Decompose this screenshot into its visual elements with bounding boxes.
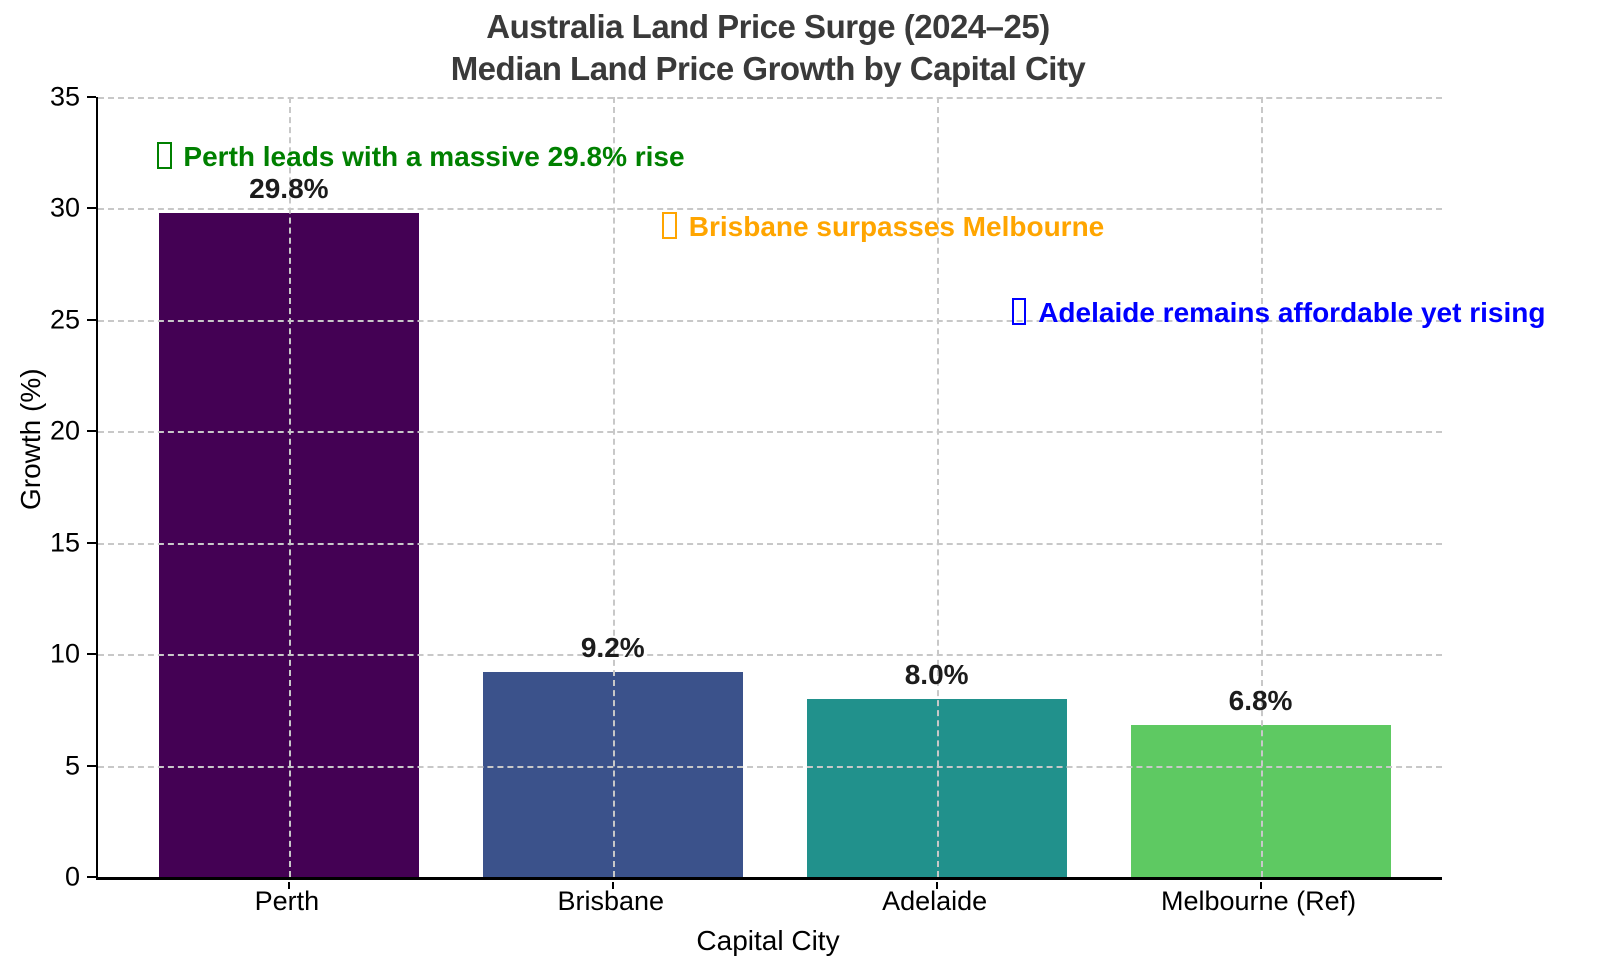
bar-value-label: 6.8% <box>1228 685 1293 717</box>
bar-adelaide <box>806 698 1067 877</box>
y-tick-label: 5 <box>64 750 80 781</box>
horizontal-gridline <box>98 97 1442 99</box>
x-tick-label-brisbane: Brisbane <box>557 886 665 916</box>
y-axis-tick <box>87 764 96 767</box>
y-axis-tick <box>87 653 96 656</box>
y-tick-label: 25 <box>49 304 80 335</box>
bar-value-label: 9.2% <box>580 631 645 663</box>
chart-title-line1: Australia Land Price Surge (2024–25) <box>486 8 1050 45</box>
bar-value-label: 29.8% <box>249 172 329 204</box>
chart-title-line2: Median Land Price Growth by Capital City <box>450 50 1086 88</box>
annotation-text: Brisbane surpasses Melbourne <box>688 211 1105 243</box>
y-axis-tick <box>87 207 96 210</box>
x-axis-tick <box>935 882 938 889</box>
annotation-adelaide: Adelaide remains affordable yet rising <box>1011 297 1546 329</box>
annotation-text: Perth leads with a massive 29.8% rise <box>183 141 685 173</box>
x-tick-label-adelaide: Adelaide <box>882 886 988 916</box>
bar-brisbane <box>482 671 743 877</box>
x-axis-tick <box>1259 882 1262 889</box>
x-tick-label-perth: Perth <box>254 886 320 916</box>
y-tick-label: 20 <box>49 415 80 446</box>
missing-glyph-box-icon <box>662 212 678 240</box>
missing-glyph-box-icon <box>157 142 172 169</box>
x-axis-label: Capital City <box>696 925 840 956</box>
y-axis-tick <box>87 876 96 878</box>
horizontal-gridline <box>98 208 1442 211</box>
y-axis-tick <box>87 96 96 98</box>
bar-melbourne-ref <box>1130 725 1391 877</box>
x-axis-tick-labels: Perth Brisbane Adelaide Melbourne (Ref) <box>96 886 1440 922</box>
y-tick-label: 30 <box>49 192 80 223</box>
y-axis-tick-labels: 0 5 10 15 20 25 30 35 <box>0 82 94 892</box>
x-axis-tick <box>287 882 290 889</box>
bar-perth <box>158 212 419 877</box>
y-tick-label: 0 <box>64 861 80 892</box>
x-tick-label-melbourne-ref: Melbourne (Ref) <box>1161 886 1357 916</box>
y-tick-label: 10 <box>49 638 80 669</box>
plot-area: 29.8% 9.2% 8.0% 6.8% Perth leads with a mass… <box>87 96 1545 889</box>
y-axis-tick <box>87 318 96 321</box>
y-axis-tick <box>87 541 96 544</box>
chart-title: Australia Land Price Surge (2024–25) Med… <box>96 6 1440 90</box>
y-axis-tick <box>87 430 96 433</box>
x-axis-tick <box>611 882 614 889</box>
missing-glyph-box-icon <box>1011 298 1027 325</box>
annotation-text: Adelaide remains affordable yet rising <box>1038 297 1546 329</box>
annotation-brisbane: Brisbane surpasses Melbourne <box>662 211 1104 243</box>
bar-value-label: 8.0% <box>904 658 969 690</box>
y-tick-label: 15 <box>49 527 80 558</box>
annotation-perth: Perth leads with a massive 29.8% rise <box>157 141 685 173</box>
y-tick-label: 35 <box>49 81 80 112</box>
